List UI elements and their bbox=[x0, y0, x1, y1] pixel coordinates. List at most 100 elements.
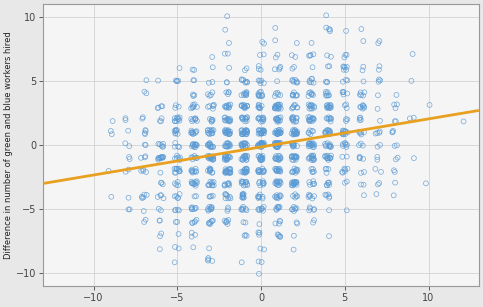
Point bbox=[241, 106, 249, 111]
Point bbox=[225, 218, 232, 223]
Point bbox=[323, 193, 330, 198]
Point bbox=[156, 142, 164, 147]
Point bbox=[357, 118, 365, 122]
Point bbox=[339, 142, 347, 146]
Point bbox=[209, 131, 216, 136]
Point bbox=[174, 183, 182, 188]
Point bbox=[159, 154, 167, 159]
Point bbox=[255, 181, 263, 185]
Y-axis label: Difference in number of green and blue workers hired: Difference in number of green and blue w… bbox=[4, 31, 13, 259]
Point bbox=[276, 104, 284, 109]
Point bbox=[238, 132, 246, 137]
Point bbox=[157, 193, 165, 198]
Point bbox=[108, 132, 115, 137]
Point bbox=[192, 206, 199, 211]
Point bbox=[139, 115, 147, 120]
Point bbox=[291, 195, 299, 200]
Point bbox=[289, 92, 297, 97]
Point bbox=[259, 115, 267, 120]
Point bbox=[240, 154, 247, 159]
Point bbox=[288, 207, 296, 212]
Point bbox=[239, 192, 247, 197]
Point bbox=[226, 194, 234, 199]
Point bbox=[139, 167, 147, 172]
Point bbox=[376, 39, 384, 44]
Point bbox=[273, 130, 281, 135]
Point bbox=[222, 128, 230, 133]
Point bbox=[173, 128, 181, 133]
Point bbox=[292, 93, 300, 98]
Point bbox=[224, 205, 232, 210]
Point bbox=[221, 118, 229, 123]
Point bbox=[288, 106, 296, 111]
Point bbox=[326, 129, 334, 134]
Point bbox=[224, 208, 231, 213]
Point bbox=[242, 170, 249, 175]
Point bbox=[172, 194, 180, 199]
Point bbox=[290, 144, 298, 149]
Point bbox=[204, 207, 212, 212]
Point bbox=[274, 142, 282, 146]
Point bbox=[208, 118, 216, 122]
Point bbox=[191, 130, 199, 135]
Point bbox=[188, 221, 196, 226]
Point bbox=[138, 194, 145, 199]
Point bbox=[191, 116, 199, 121]
Point bbox=[408, 78, 415, 83]
Point bbox=[273, 52, 281, 57]
Point bbox=[141, 130, 149, 135]
Point bbox=[176, 115, 184, 120]
Point bbox=[225, 141, 233, 146]
Point bbox=[309, 153, 317, 158]
Point bbox=[271, 67, 279, 72]
Point bbox=[274, 145, 282, 150]
Point bbox=[410, 115, 418, 120]
Point bbox=[224, 144, 231, 149]
Point bbox=[290, 132, 298, 137]
Point bbox=[274, 180, 282, 185]
Point bbox=[172, 182, 180, 187]
Point bbox=[274, 206, 282, 211]
Point bbox=[255, 105, 262, 110]
Point bbox=[223, 169, 231, 174]
Point bbox=[288, 170, 296, 175]
Point bbox=[189, 67, 197, 72]
Point bbox=[325, 115, 333, 120]
Point bbox=[223, 130, 230, 135]
Point bbox=[255, 207, 262, 212]
Point bbox=[272, 195, 280, 200]
Point bbox=[293, 80, 300, 85]
Point bbox=[292, 116, 300, 121]
Point bbox=[192, 194, 200, 199]
Point bbox=[193, 104, 201, 109]
Point bbox=[241, 169, 249, 174]
Point bbox=[340, 92, 347, 97]
Point bbox=[410, 156, 418, 161]
Point bbox=[274, 117, 282, 122]
Point bbox=[188, 105, 196, 110]
Point bbox=[323, 182, 331, 187]
Point bbox=[339, 90, 346, 95]
Point bbox=[274, 157, 282, 162]
Point bbox=[289, 169, 297, 174]
Point bbox=[275, 143, 283, 148]
Point bbox=[188, 179, 196, 184]
Point bbox=[260, 181, 268, 186]
Point bbox=[374, 144, 382, 149]
Point bbox=[256, 105, 263, 110]
Point bbox=[309, 155, 316, 160]
Point bbox=[242, 79, 250, 84]
Point bbox=[226, 118, 233, 123]
Point bbox=[239, 192, 247, 197]
Point bbox=[341, 141, 349, 146]
Point bbox=[241, 142, 248, 146]
Point bbox=[371, 166, 379, 171]
Point bbox=[260, 204, 268, 209]
Point bbox=[242, 144, 250, 149]
Point bbox=[275, 167, 283, 172]
Point bbox=[142, 169, 150, 174]
Point bbox=[193, 217, 200, 222]
Point bbox=[156, 155, 164, 160]
Point bbox=[242, 92, 250, 97]
Point bbox=[306, 78, 313, 83]
